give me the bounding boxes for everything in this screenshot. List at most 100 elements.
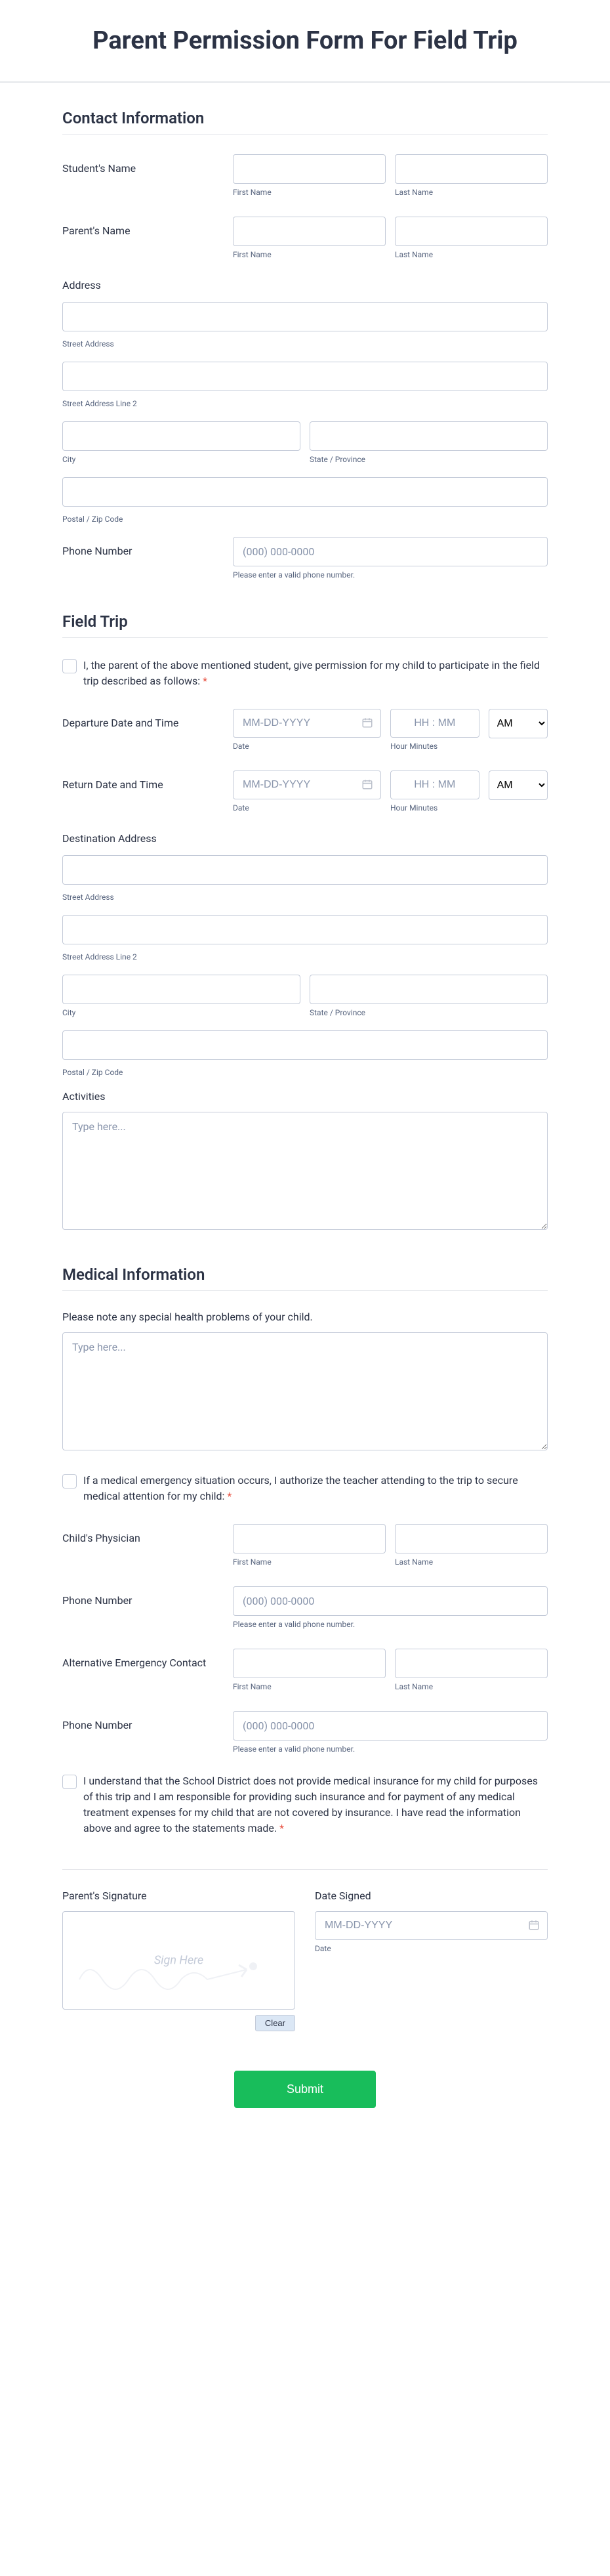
emergency-consent-checkbox[interactable]: [62, 1474, 77, 1489]
date-signed-label: Date Signed: [315, 1890, 548, 1902]
sublabel: State / Province: [310, 455, 548, 464]
consent-checkbox[interactable]: [62, 659, 77, 673]
alt-phone-row: Phone Number Please enter a valid phone …: [62, 1711, 548, 1754]
alt-last-input[interactable]: [395, 1649, 548, 1678]
parent-first-input[interactable]: [233, 217, 386, 246]
departure-time-input[interactable]: [390, 709, 479, 738]
sublabel: Hour Minutes: [390, 742, 479, 751]
signature-label: Parent's Signature: [62, 1890, 295, 1902]
alt-first-input[interactable]: [233, 1649, 386, 1678]
sublabel: Date: [315, 1944, 548, 1953]
address-block: Address Street Address Street Address Li…: [62, 279, 548, 524]
section-fieldtrip-title: Field Trip: [62, 612, 548, 631]
submit-button[interactable]: Submit: [234, 2071, 376, 2108]
alt-phone-input[interactable]: [233, 1711, 548, 1741]
postal-input[interactable]: [62, 477, 548, 507]
return-ampm-select[interactable]: AM: [489, 771, 548, 800]
destination-block: Destination Address Street Address Stree…: [62, 832, 548, 1077]
return-row: Return Date and Time Date Hour Minutes A…: [62, 771, 548, 813]
address-label: Address: [62, 279, 548, 291]
phone-input[interactable]: [233, 537, 548, 566]
phys-phone-row: Phone Number Please enter a valid phone …: [62, 1586, 548, 1629]
student-name-label: Student's Name: [62, 154, 233, 197]
sublabel: Date: [233, 803, 381, 813]
street2-input[interactable]: [62, 362, 548, 391]
calendar-icon: [528, 1919, 540, 1931]
required-mark: *: [203, 675, 207, 687]
departure-ampm-select[interactable]: AM: [489, 709, 548, 738]
alt-contact-row: Alternative Emergency Contact First Name…: [62, 1649, 548, 1691]
departure-date-input[interactable]: [233, 709, 381, 738]
insurance-consent-row: I understand that the School District do…: [62, 1773, 548, 1836]
consent-row: I, the parent of the above mentioned stu…: [62, 658, 548, 689]
phys-phone-input[interactable]: [233, 1586, 548, 1616]
parent-name-label: Parent's Name: [62, 217, 233, 259]
dest-state-input[interactable]: [310, 975, 548, 1004]
parent-name-row: Parent's Name First Name Last Name: [62, 217, 548, 259]
activities-label: Activities: [62, 1090, 548, 1103]
return-label: Return Date and Time: [62, 771, 233, 813]
health-note-label: Please note any special health problems …: [62, 1311, 548, 1323]
sublabel: Street Address: [62, 893, 548, 902]
dest-city-input[interactable]: [62, 975, 300, 1004]
sublabel: City: [62, 1008, 300, 1017]
activities-textarea[interactable]: [62, 1112, 548, 1230]
sublabel: Last Name: [395, 188, 548, 197]
return-date-input[interactable]: [233, 771, 381, 799]
student-last-input[interactable]: [395, 154, 548, 184]
phone-row: Phone Number Please enter a valid phone …: [62, 537, 548, 580]
sublabel: Postal / Zip Code: [62, 1068, 548, 1077]
alt-contact-label: Alternative Emergency Contact: [62, 1649, 233, 1691]
divider: [62, 1869, 548, 1870]
top-divider: [0, 81, 610, 83]
sublabel: First Name: [233, 1682, 386, 1691]
insurance-consent-checkbox[interactable]: [62, 1775, 77, 1789]
street-input[interactable]: [62, 302, 548, 331]
departure-row: Departure Date and Time Date Hour Minute…: [62, 709, 548, 751]
form-container: Contact Information Student's Name First…: [36, 109, 574, 2108]
sublabel: First Name: [233, 1557, 386, 1567]
health-note-textarea[interactable]: [62, 1332, 548, 1450]
physician-first-input[interactable]: [233, 1524, 386, 1553]
sublabel: Street Address Line 2: [62, 399, 548, 408]
return-time-input[interactable]: [390, 771, 479, 799]
physician-row: Child's Physician First Name Last Name: [62, 1524, 548, 1567]
insurance-consent-label: I understand that the School District do…: [83, 1773, 548, 1836]
phys-phone-label: Phone Number: [62, 1586, 233, 1629]
sublabel: Postal / Zip Code: [62, 515, 548, 524]
calendar-icon: [361, 717, 373, 728]
city-input[interactable]: [62, 421, 300, 451]
dest-postal-input[interactable]: [62, 1030, 548, 1060]
destination-label: Destination Address: [62, 832, 548, 845]
page-title: Parent Permission Form For Field Trip: [0, 26, 610, 55]
signature-pad[interactable]: Sign Here: [62, 1911, 295, 2010]
student-name-row: Student's Name First Name Last Name: [62, 154, 548, 197]
physician-last-input[interactable]: [395, 1524, 548, 1553]
submit-wrap: Submit: [62, 2071, 548, 2108]
sublabel: Last Name: [395, 1682, 548, 1691]
health-note-block: Please note any special health problems …: [62, 1311, 548, 1453]
divider: [62, 637, 548, 638]
consent-label: I, the parent of the above mentioned stu…: [83, 658, 548, 689]
phys-phone-hint: Please enter a valid phone number.: [233, 1620, 548, 1629]
phone-hint: Please enter a valid phone number.: [233, 570, 548, 580]
date-signed-input[interactable]: [315, 1911, 548, 1940]
alt-phone-label: Phone Number: [62, 1711, 233, 1754]
divider: [62, 134, 548, 135]
physician-label: Child's Physician: [62, 1524, 233, 1567]
phone-label: Phone Number: [62, 537, 233, 580]
signature-row: Parent's Signature Sign Here Clear Date …: [62, 1890, 548, 2031]
dest-street-input[interactable]: [62, 855, 548, 885]
emergency-consent-label: If a medical emergency situation occurs,…: [83, 1473, 548, 1504]
required-mark: *: [279, 1822, 284, 1834]
clear-button[interactable]: Clear: [255, 2015, 295, 2031]
scribble-decoration: [76, 1953, 273, 1993]
parent-last-input[interactable]: [395, 217, 548, 246]
dest-street2-input[interactable]: [62, 915, 548, 944]
alt-phone-hint: Please enter a valid phone number.: [233, 1744, 548, 1754]
state-input[interactable]: [310, 421, 548, 451]
emergency-consent-row: If a medical emergency situation occurs,…: [62, 1473, 548, 1504]
student-first-input[interactable]: [233, 154, 386, 184]
sublabel: Street Address: [62, 339, 548, 348]
sublabel: Hour Minutes: [390, 803, 479, 813]
